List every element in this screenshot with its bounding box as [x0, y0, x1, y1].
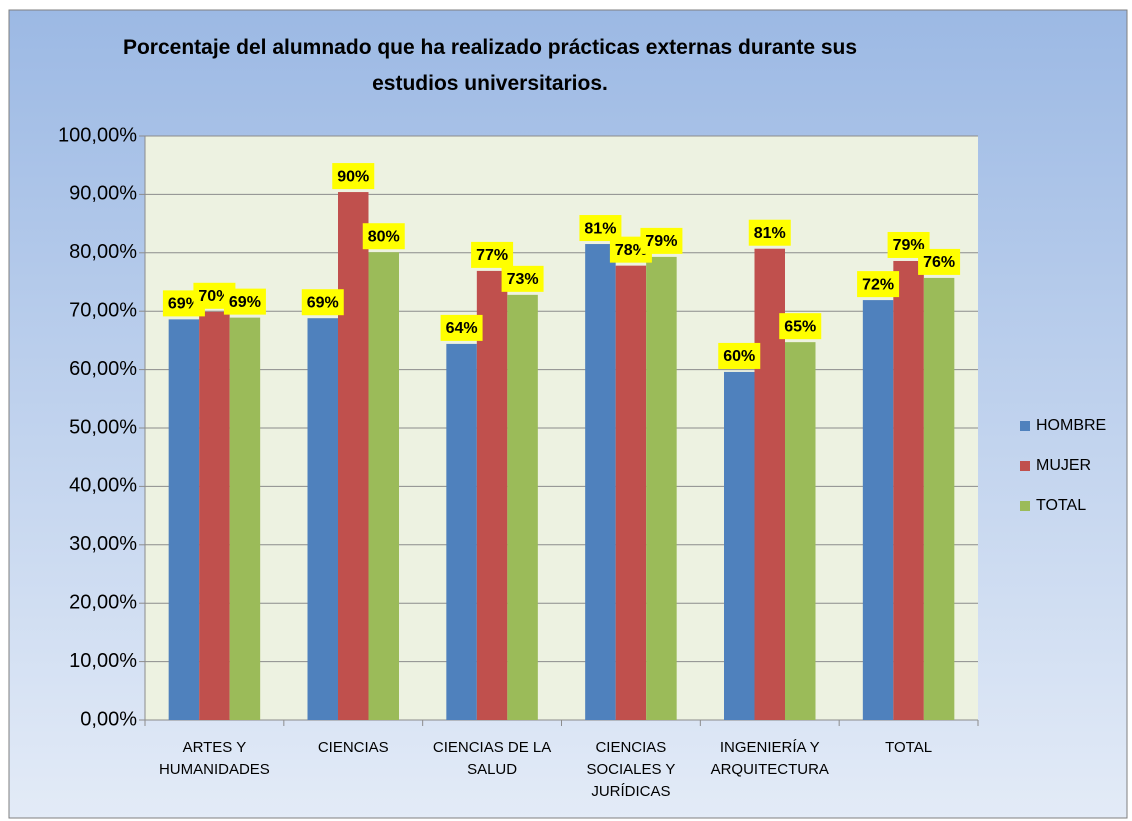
- value-label-box: [223, 288, 266, 315]
- value-label-box: [779, 313, 822, 340]
- value-label-box: [362, 223, 405, 250]
- x-tick-label: TOTAL: [885, 739, 933, 756]
- value-label: 79%: [645, 233, 677, 250]
- value-label: 81%: [754, 225, 786, 242]
- x-tick-label: CIENCIAS SOCIALES Y JURÍDICAS: [586, 739, 676, 800]
- legend-label: MUJER: [1036, 457, 1091, 474]
- value-label: 69%: [168, 296, 200, 313]
- value-label: 69%: [307, 294, 339, 311]
- x-tick-label: CIENCIAS: [317, 739, 389, 756]
- value-label-box: [440, 314, 483, 341]
- legend-label: TOTAL: [1036, 497, 1086, 514]
- y-tick-label: 70,00%: [69, 299, 137, 321]
- value-label: 78%: [615, 242, 647, 259]
- value-label-box: [501, 265, 544, 292]
- value-label: 72%: [862, 276, 894, 293]
- value-label: 65%: [784, 318, 816, 335]
- title-box: Porcentaje del alumnado que ha realizado…: [122, 36, 858, 95]
- y-tick-label: 30,00%: [69, 533, 137, 555]
- y-tick-label: 60,00%: [69, 358, 137, 380]
- bar: [446, 343, 477, 720]
- value-label: 70%: [198, 288, 230, 305]
- value-label-box: [301, 289, 344, 316]
- y-tick-label: 20,00%: [69, 591, 137, 613]
- bar: [168, 319, 200, 720]
- y-tick-label: 40,00%: [69, 475, 137, 497]
- bar: [199, 311, 230, 720]
- legend-label: HOMBRE: [1036, 417, 1106, 434]
- y-tick-label: 90,00%: [69, 183, 137, 205]
- x-tick-label: INGENIERÍA Y ARQUITECTURA: [710, 739, 829, 778]
- bar: [229, 317, 261, 720]
- bar: [368, 252, 399, 720]
- value-label-box: [718, 342, 761, 369]
- y-tick-label: 50,00%: [69, 416, 137, 438]
- y-tick-label: 0,00%: [80, 708, 137, 730]
- legend-swatch: [1020, 501, 1030, 511]
- chart-title: Porcentaje del alumnado que ha realizado…: [122, 36, 858, 95]
- value-label: 77%: [476, 247, 508, 264]
- bar: [893, 260, 924, 720]
- value-label-box: [332, 163, 375, 190]
- bar: [615, 265, 647, 720]
- value-label-box: [748, 219, 791, 246]
- value-label-box: [471, 241, 514, 268]
- value-label: 79%: [893, 237, 925, 254]
- value-label-box: [640, 227, 683, 254]
- value-label: 90%: [337, 168, 369, 185]
- bar: [585, 244, 616, 721]
- bar: [862, 300, 894, 720]
- value-label: 76%: [923, 254, 955, 271]
- value-label: 69%: [229, 294, 261, 311]
- legend-swatch: [1020, 461, 1030, 471]
- bar: [785, 342, 816, 720]
- y-tick-label: 80,00%: [69, 241, 137, 263]
- value-label-box: [857, 271, 900, 298]
- bar: [476, 270, 508, 720]
- value-label-box: [918, 248, 961, 275]
- value-label: 64%: [446, 320, 478, 337]
- bar: [724, 371, 755, 720]
- value-label: 60%: [723, 348, 755, 365]
- value-label: 73%: [507, 271, 539, 288]
- x-tick-label: ARTES Y HUMANIDADES: [158, 739, 270, 778]
- bar: [338, 192, 369, 721]
- value-label: 80%: [368, 228, 400, 245]
- y-tick-label: 10,00%: [69, 650, 137, 672]
- value-label: 81%: [584, 220, 616, 237]
- x-tick-label: CIENCIAS DE LA SALUD: [432, 739, 552, 778]
- bar: [307, 318, 338, 720]
- bar: [507, 294, 538, 720]
- legend-swatch: [1020, 421, 1030, 431]
- y-tick-label: 100,00%: [58, 124, 137, 146]
- bar: [923, 277, 955, 720]
- bar: [646, 256, 677, 720]
